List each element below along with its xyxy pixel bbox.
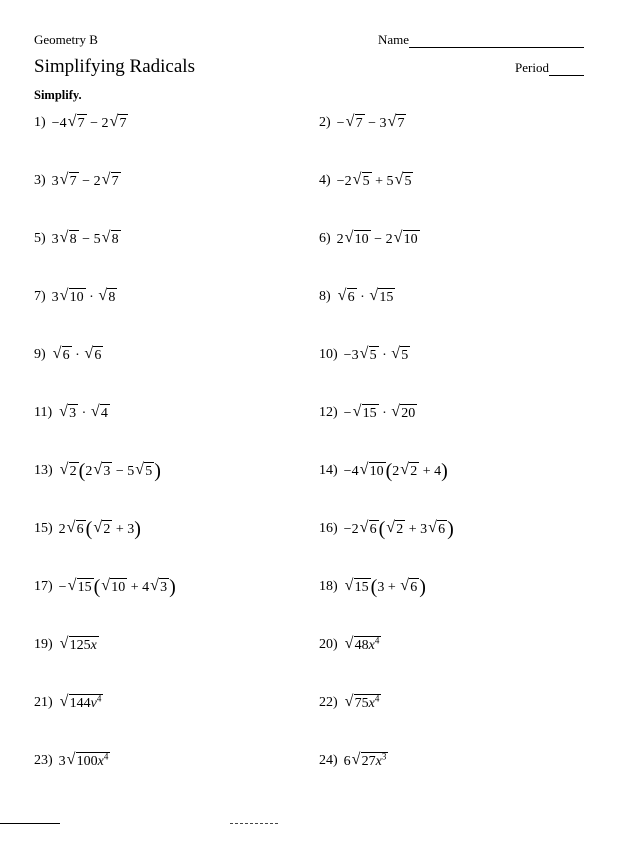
problem-item: 22)75x4 [319, 691, 584, 749]
problem-number: 20) [319, 633, 344, 653]
problem-number: 23) [34, 749, 59, 769]
problem-item: 21)144v4 [34, 691, 299, 749]
problem-item: 2)−7 − 37 [319, 111, 584, 169]
problem-expression: 2(23 − 55) [59, 459, 161, 480]
name-label: Name [378, 32, 409, 47]
period-field: Period [515, 60, 584, 76]
problem-item: 9)6 · 6 [34, 343, 299, 401]
problem-number: 21) [34, 691, 59, 711]
name-blank-line [409, 36, 584, 48]
problem-expression: 627x3 [344, 749, 389, 770]
page-footer-dash [230, 823, 278, 824]
problem-number: 18) [319, 575, 344, 595]
problem-expression: 6 · 6 [52, 343, 104, 364]
problem-number: 9) [34, 343, 52, 363]
problem-item: 17)−15(10 + 43) [34, 575, 299, 633]
problem-number: 3) [34, 169, 52, 189]
problem-number: 1) [34, 111, 52, 131]
problem-expression: 144v4 [59, 691, 104, 712]
instruction-text: Simplify. [34, 88, 584, 103]
problem-expression: −7 − 37 [337, 111, 407, 132]
period-label: Period [515, 60, 549, 75]
problem-item: 10)−35 · 5 [319, 343, 584, 401]
problem-expression: 6 · 15 [337, 285, 396, 306]
worksheet-title: Simplifying Radicals [34, 56, 195, 78]
problem-number: 12) [319, 401, 344, 421]
problem-expression: 75x4 [344, 691, 382, 712]
problem-number: 11) [34, 401, 58, 421]
problem-item: 7)310 · 8 [34, 285, 299, 343]
problem-expression: −35 · 5 [344, 343, 411, 364]
problem-expression: −26(2 + 36) [344, 517, 454, 538]
problems-grid: 1)−47 − 27 2)−7 − 37 3)37 − 27 4)−25 + 55 5)… [34, 111, 584, 807]
problem-number: 24) [319, 749, 344, 769]
problem-number: 2) [319, 111, 337, 131]
problem-number: 8) [319, 285, 337, 305]
problem-item: 13)2(23 − 55) [34, 459, 299, 517]
problem-number: 17) [34, 575, 59, 595]
problem-expression: 37 − 27 [52, 169, 121, 190]
problem-item: 24)627x3 [319, 749, 584, 807]
problem-item: 1)−47 − 27 [34, 111, 299, 169]
problem-item: 20)48x4 [319, 633, 584, 691]
problem-number: 15) [34, 517, 59, 537]
problem-item: 6)210 − 210 [319, 227, 584, 285]
period-blank-line [549, 64, 584, 76]
problem-item: 14)−410(22 + 4) [319, 459, 584, 517]
problem-item: 15)26(2 + 3) [34, 517, 299, 575]
problem-expression: 125x [59, 633, 99, 654]
problem-item: 3)37 − 27 [34, 169, 299, 227]
problem-expression: −25 + 55 [337, 169, 414, 190]
problem-expression: 38 − 58 [52, 227, 121, 248]
problem-number: 13) [34, 459, 59, 479]
problem-expression: 310 · 8 [52, 285, 118, 306]
problem-expression: 3100x4 [59, 749, 111, 770]
problem-number: 6) [319, 227, 337, 247]
problem-item: 16)−26(2 + 36) [319, 517, 584, 575]
problem-item: 4)−25 + 55 [319, 169, 584, 227]
problem-expression: 26(2 + 3) [59, 517, 141, 538]
problem-expression: −410(22 + 4) [344, 459, 448, 480]
problem-expression: 15(3 + 6) [344, 575, 426, 596]
problem-number: 16) [319, 517, 344, 537]
course-label: Geometry B [34, 32, 98, 48]
problem-expression: −47 − 27 [52, 111, 129, 132]
problem-expression: −15(10 + 43) [59, 575, 176, 596]
name-field: Name [378, 32, 584, 48]
problem-number: 22) [319, 691, 344, 711]
page-footer-rule [0, 823, 60, 824]
problem-number: 14) [319, 459, 344, 479]
problem-item: 11)3 · 4 [34, 401, 299, 459]
problem-item: 12)−15 · 20 [319, 401, 584, 459]
problem-number: 10) [319, 343, 344, 363]
problem-number: 19) [34, 633, 59, 653]
problem-item: 23)3100x4 [34, 749, 299, 807]
problem-expression: 210 − 210 [337, 227, 420, 248]
problem-item: 8)6 · 15 [319, 285, 584, 343]
problem-number: 4) [319, 169, 337, 189]
problem-item: 19)125x [34, 633, 299, 691]
problem-expression: 48x4 [344, 633, 382, 654]
problem-number: 5) [34, 227, 52, 247]
problem-item: 5)38 − 58 [34, 227, 299, 285]
problem-expression: −15 · 20 [344, 401, 418, 422]
problem-number: 7) [34, 285, 52, 305]
problem-item: 18)15(3 + 6) [319, 575, 584, 633]
problem-expression: 3 · 4 [58, 401, 110, 422]
